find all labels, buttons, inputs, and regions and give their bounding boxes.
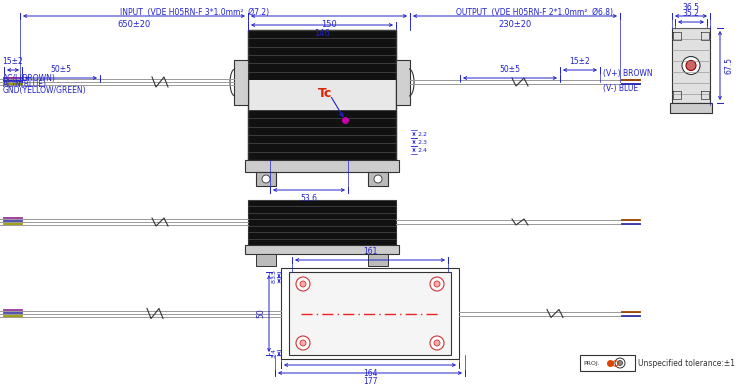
Bar [672, 28, 710, 103]
Text: 161: 161 [363, 247, 377, 256]
Bar [245, 245, 399, 254]
Text: 2.4: 2.4 [418, 147, 428, 152]
Bar [248, 30, 396, 160]
Bar [248, 30, 396, 80]
Circle shape [617, 361, 622, 365]
Text: OUTPUT  (VDE H05RN-F 2*1.0mm²  Ø6.8): OUTPUT (VDE H05RN-F 2*1.0mm² Ø6.8) [457, 8, 614, 17]
Circle shape [374, 175, 382, 183]
Circle shape [434, 340, 440, 346]
Text: 3.4: 3.4 [272, 348, 277, 358]
Text: 164: 164 [363, 369, 377, 378]
Text: 2.2: 2.2 [418, 132, 428, 137]
Circle shape [296, 336, 310, 350]
Bar [248, 110, 396, 160]
Text: 650±20: 650±20 [117, 20, 151, 29]
Bar [248, 200, 396, 245]
Text: 36.5: 36.5 [682, 3, 700, 12]
Bar [281, 268, 459, 359]
Circle shape [430, 336, 444, 350]
Text: PROJ.: PROJ. [583, 361, 600, 365]
Text: 230±20: 230±20 [498, 20, 532, 29]
Bar [396, 60, 410, 105]
Text: 177: 177 [363, 377, 377, 386]
Text: AC/L(BROWN): AC/L(BROWN) [3, 74, 55, 83]
Bar [256, 254, 276, 266]
Text: 35.2: 35.2 [682, 9, 700, 18]
Bar [248, 80, 396, 110]
Circle shape [682, 57, 700, 75]
Bar [368, 254, 388, 266]
Bar [245, 160, 399, 172]
Bar [289, 272, 451, 355]
Bar [256, 172, 276, 186]
Text: 50: 50 [256, 308, 265, 319]
Text: 3.5: 3.5 [272, 270, 277, 279]
Circle shape [615, 358, 625, 368]
Text: INPUT  (VDE H05RN-F 3*1.0mm²  Ø7.2): INPUT (VDE H05RN-F 3*1.0mm² Ø7.2) [121, 8, 269, 17]
Text: 50±5: 50±5 [500, 65, 520, 74]
Text: 50±5: 50±5 [50, 65, 71, 74]
Circle shape [300, 281, 306, 287]
Text: GND(YELLOW/GREEN): GND(YELLOW/GREEN) [3, 86, 86, 95]
Text: 2.3: 2.3 [418, 139, 428, 144]
Text: 150: 150 [321, 20, 337, 29]
Text: 15±2: 15±2 [3, 57, 23, 66]
Circle shape [296, 277, 310, 291]
Circle shape [430, 277, 444, 291]
Circle shape [300, 340, 306, 346]
Bar [248, 110, 396, 160]
Bar [580, 355, 635, 371]
Bar [368, 172, 388, 186]
Text: (V+) BROWN: (V+) BROWN [603, 69, 652, 78]
Text: 15±2: 15±2 [570, 57, 590, 66]
Bar [670, 103, 712, 113]
Text: 53.6: 53.6 [301, 194, 317, 203]
Bar [234, 60, 248, 105]
Circle shape [262, 175, 270, 183]
Bar [248, 30, 396, 80]
Text: 8: 8 [272, 279, 277, 283]
Text: (V-) BLUE: (V-) BLUE [603, 84, 638, 93]
Circle shape [434, 281, 440, 287]
Text: Tc: Tc [318, 87, 332, 100]
Text: 67.5: 67.5 [724, 57, 733, 74]
Text: AC/N(BLUE): AC/N(BLUE) [3, 80, 47, 89]
Circle shape [686, 60, 696, 70]
Bar [248, 200, 396, 245]
Text: Unspecified tolerance:±1: Unspecified tolerance:±1 [638, 358, 735, 368]
Text: 146: 146 [314, 29, 330, 38]
